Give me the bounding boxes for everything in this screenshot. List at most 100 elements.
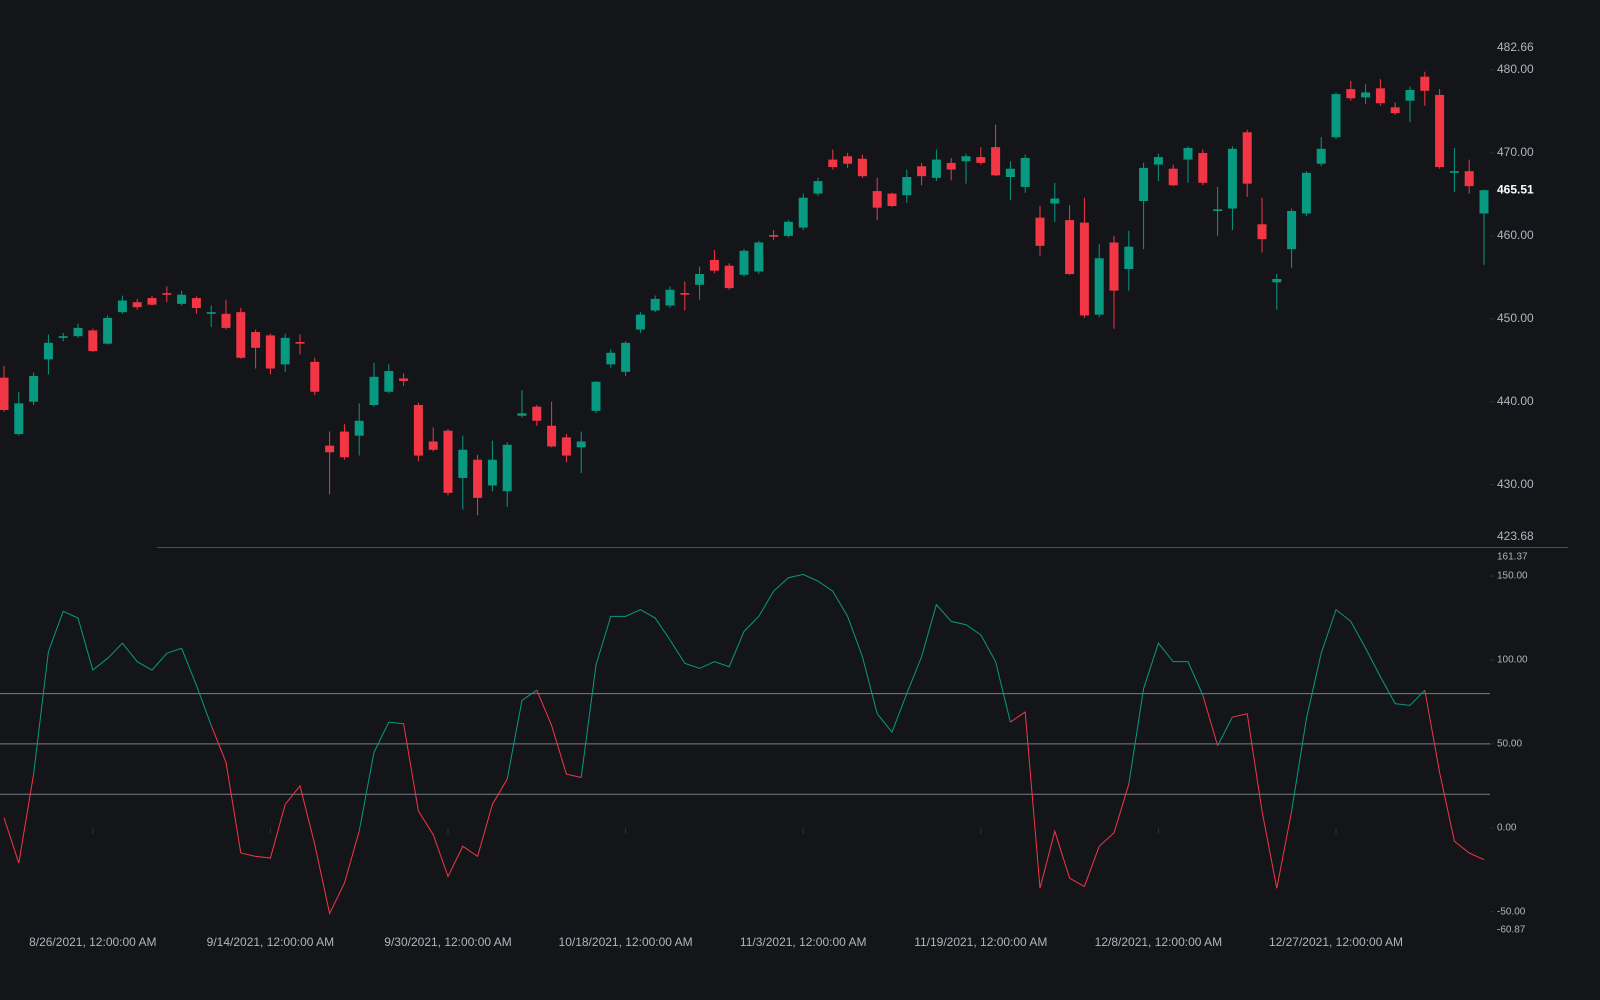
- candle-body: [872, 191, 882, 208]
- candle-body: [339, 431, 349, 458]
- candle-body: [1375, 88, 1385, 104]
- candle-body: [221, 313, 231, 328]
- candle-body: [739, 250, 749, 275]
- candle-body: [1346, 89, 1356, 99]
- y-tick-label: 0.00: [1497, 822, 1517, 833]
- candle-body: [384, 371, 394, 392]
- oscillator-line: [1232, 713, 1293, 889]
- oscillator-line: [210, 725, 360, 915]
- oscillator-line: [1217, 716, 1233, 746]
- candle-body: [1361, 92, 1371, 98]
- candle-body: [650, 298, 660, 311]
- candle-body: [532, 406, 542, 421]
- candle-body: [413, 405, 423, 456]
- candle-body: [162, 293, 172, 295]
- candle-body: [857, 158, 867, 177]
- candle-body: [709, 259, 719, 271]
- oscillator-line: [403, 723, 508, 878]
- candle-body: [310, 361, 320, 392]
- candle-body: [635, 314, 645, 330]
- candle-body: [1316, 148, 1326, 164]
- candle-body: [487, 459, 497, 486]
- candle-body: [1050, 198, 1060, 204]
- x-tick-label: 11/3/2021, 12:00:00 AM: [740, 935, 867, 949]
- candle-body: [1139, 167, 1149, 202]
- candle-body: [813, 181, 823, 194]
- candle-body: [1153, 157, 1163, 165]
- oscillator-line: [1424, 690, 1485, 861]
- osc-axis-min: -60.87: [1497, 925, 1526, 936]
- candle-body: [517, 413, 527, 416]
- candle-body: [0, 377, 9, 410]
- candle-body: [931, 159, 941, 178]
- candle-body: [1094, 258, 1104, 315]
- oscillator-line: [1202, 695, 1219, 746]
- candle-body: [1420, 76, 1430, 91]
- last-price-label: 465.51: [1497, 182, 1534, 196]
- y-tick-label: 440.00: [1497, 394, 1534, 408]
- y-tick-label: 480.00: [1497, 62, 1534, 76]
- candle-body: [887, 193, 897, 207]
- candle-body: [103, 317, 113, 344]
- candle-body: [369, 376, 379, 406]
- candle-body: [58, 336, 68, 338]
- x-tick-label: 12/27/2021, 12:00:00 AM: [1269, 935, 1403, 949]
- candle-body: [458, 449, 468, 478]
- candle-body: [1020, 157, 1030, 187]
- candle-body: [828, 159, 838, 168]
- candle-body: [280, 337, 290, 365]
- oscillator-line: [1010, 711, 1130, 889]
- candle-body: [428, 441, 438, 450]
- candle-body: [1390, 107, 1400, 114]
- candle-body: [1257, 224, 1267, 240]
- candle-body: [991, 147, 1001, 176]
- candle-body: [576, 441, 586, 448]
- candle-body: [724, 265, 734, 289]
- oscillator-line: [506, 689, 538, 780]
- candle-body: [1435, 94, 1445, 168]
- oscillator-line: [580, 573, 1011, 778]
- candle-body: [265, 335, 275, 369]
- oscillator-line: [1291, 608, 1426, 812]
- candle-body: [1198, 152, 1208, 183]
- candle-body: [399, 378, 409, 381]
- y-tick-label: 430.00: [1497, 477, 1534, 491]
- y-tick-label: 470.00: [1497, 145, 1534, 159]
- candle-body: [1405, 89, 1415, 101]
- candle-body: [754, 242, 764, 272]
- candle-body: [117, 300, 127, 313]
- candle-body: [191, 298, 201, 309]
- candle-body: [561, 437, 571, 456]
- candle-body: [1168, 168, 1178, 186]
- osc-axis-max: 161.37: [1497, 552, 1528, 563]
- oscillator-line: [358, 721, 404, 832]
- candle-body: [1464, 171, 1474, 187]
- candle-body: [769, 235, 779, 237]
- candle-body: [695, 274, 705, 285]
- candle-body: [1124, 246, 1134, 270]
- candle-body: [354, 420, 364, 436]
- candle-body: [665, 289, 675, 306]
- oscillator-line: [33, 610, 212, 775]
- oscillator-line: [3, 774, 35, 864]
- candle-body: [1272, 278, 1282, 283]
- candle-body: [961, 156, 971, 162]
- y-tick-label: 150.00: [1497, 571, 1528, 582]
- candle-body: [295, 341, 305, 344]
- candle-body: [1449, 171, 1459, 173]
- candle-body: [251, 332, 261, 348]
- candle-body: [946, 162, 956, 170]
- candle-body: [1005, 168, 1015, 178]
- price-axis-min: 423.68: [1497, 529, 1534, 543]
- candle-body: [1301, 172, 1311, 214]
- candle-body: [73, 327, 83, 337]
- candle-body: [798, 197, 808, 228]
- candle-body: [147, 298, 157, 305]
- candle-body: [473, 459, 483, 498]
- candle-body: [1213, 209, 1223, 211]
- x-tick-label: 12/8/2021, 12:00:00 AM: [1095, 935, 1222, 949]
- candle-body: [783, 221, 793, 236]
